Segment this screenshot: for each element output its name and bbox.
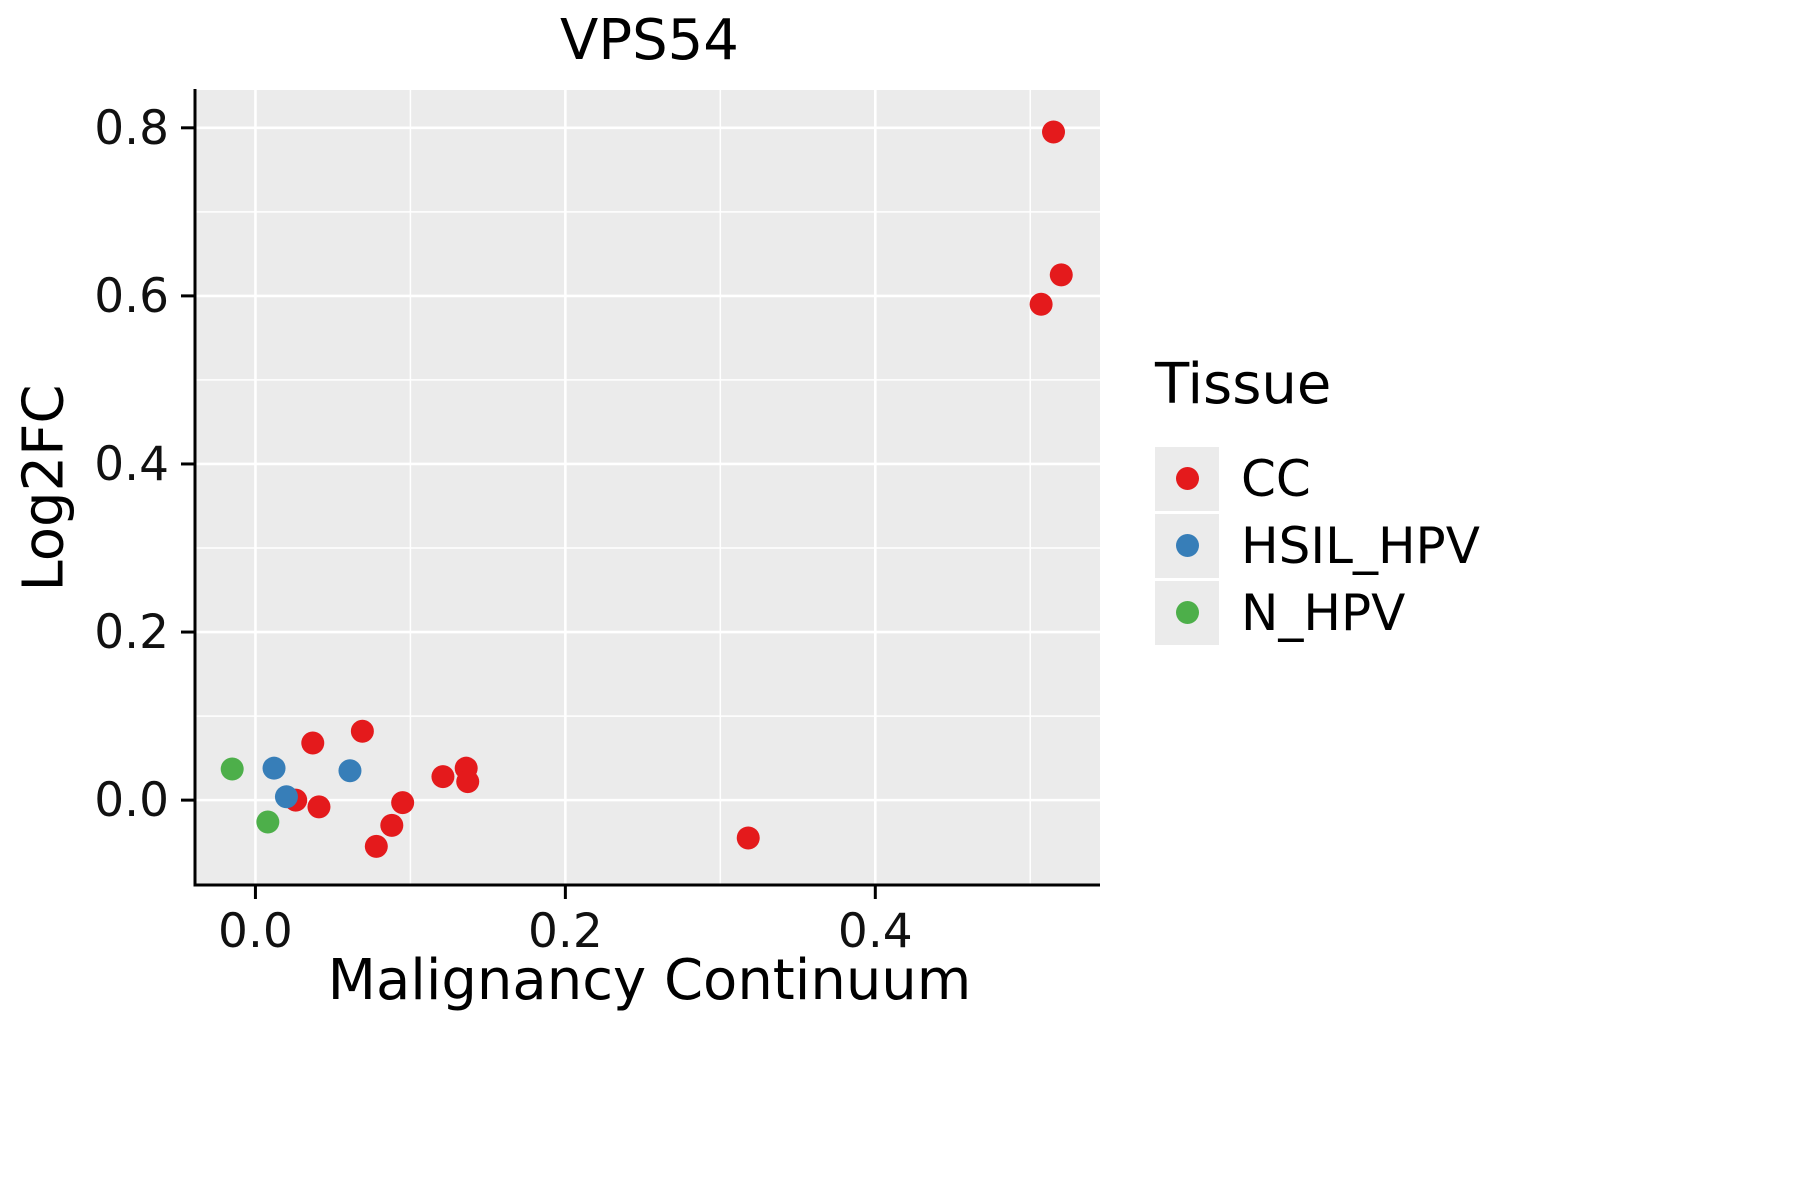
data-point-cc	[1029, 292, 1053, 316]
data-point-cc	[350, 719, 374, 743]
cc-color-dot-icon	[1175, 467, 1199, 490]
legend-key-n-hpv	[1155, 580, 1219, 645]
plot-panel	[195, 90, 1100, 885]
data-point-hsil_hpv	[338, 759, 362, 783]
data-point-hsil_hpv	[262, 756, 286, 780]
y-tick-label: 0.8	[94, 101, 169, 156]
x-tick-label: 0.4	[838, 904, 913, 959]
data-point-cc	[301, 731, 325, 755]
data-point-cc	[456, 770, 480, 794]
legend-label-hsil-hpv: HSIL_HPV	[1241, 516, 1480, 575]
data-point-hsil_hpv	[274, 785, 298, 809]
x-tick-label: 0.0	[218, 904, 293, 959]
y-axis-title: Log2FC	[11, 384, 77, 592]
y-tick-label: 0.2	[94, 605, 169, 660]
data-point-cc	[736, 826, 760, 850]
y-tick-label: 0.4	[94, 437, 169, 492]
legend-label-n-hpv: N_HPV	[1241, 583, 1406, 642]
data-point-n_hpv	[220, 757, 244, 781]
data-point-cc	[431, 765, 455, 789]
legend-item-hsil-hpv: HSIL_HPV	[1155, 512, 1480, 579]
legend-item-n-hpv: N_HPV	[1155, 579, 1480, 646]
data-point-cc	[380, 813, 404, 837]
data-point-n_hpv	[256, 810, 280, 834]
legend-key-cc	[1155, 446, 1219, 511]
legend: Tissue CC HSIL_HPV N_HPV	[1155, 352, 1480, 646]
chart-title: VPS54	[560, 8, 739, 73]
x-tick-label: 0.2	[528, 904, 603, 959]
n-hpv-color-dot-icon	[1175, 601, 1199, 624]
y-tick-label: 0.0	[94, 773, 169, 828]
data-point-cc	[1049, 263, 1073, 287]
data-point-cc	[1042, 120, 1066, 144]
y-tick-label: 0.6	[94, 269, 169, 324]
data-point-cc	[364, 834, 388, 858]
legend-label-cc: CC	[1241, 449, 1311, 508]
legend-title: Tissue	[1155, 352, 1332, 417]
legend-key-hsil-hpv	[1155, 513, 1219, 578]
data-point-cc	[307, 795, 331, 819]
data-point-cc	[391, 791, 415, 815]
legend-item-cc: CC	[1155, 445, 1480, 512]
hsil-hpv-color-dot-icon	[1175, 534, 1199, 557]
x-axis-title: Malignancy Continuum	[327, 948, 972, 1013]
